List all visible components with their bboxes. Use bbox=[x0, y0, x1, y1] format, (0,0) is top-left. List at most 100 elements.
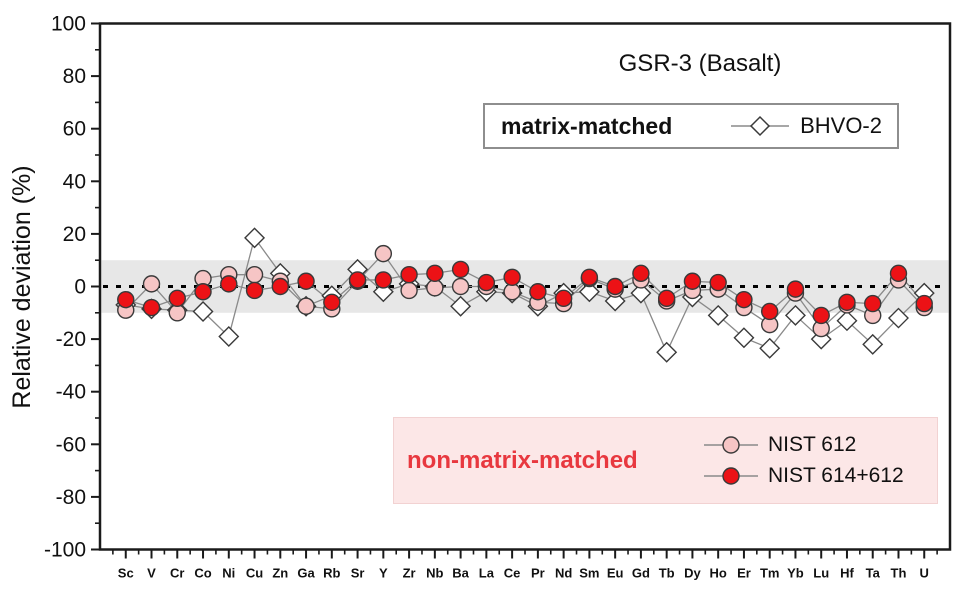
data-point-circle bbox=[142, 275, 161, 293]
plot-frame bbox=[98, 22, 952, 551]
y-axis: 100 80 60 40 20 0 -20 -40 -60 -80 -100 bbox=[44, 13, 100, 562]
data-point-circle bbox=[168, 304, 186, 322]
data-point-circle bbox=[271, 277, 290, 296]
x-tick-label: Co bbox=[194, 566, 211, 581]
data-point-circle bbox=[117, 290, 135, 309]
data-point-circle bbox=[220, 275, 238, 293]
data-point-diamond bbox=[707, 304, 729, 326]
nist-612-circle-icon bbox=[704, 436, 758, 454]
nist-614-612-label: NIST 614+612 bbox=[768, 464, 904, 487]
x-tick-label: Nd bbox=[555, 566, 572, 581]
y-tick-label: 40 bbox=[63, 170, 86, 193]
x-tick-label: Er bbox=[737, 566, 751, 581]
data-point-circle bbox=[915, 294, 933, 313]
data-point-circle bbox=[245, 281, 264, 300]
x-tick-label: Rb bbox=[323, 566, 340, 581]
x-tick-label: Ga bbox=[297, 566, 315, 581]
data-point-circle bbox=[760, 302, 779, 321]
x-tick-label: U bbox=[920, 566, 929, 581]
x-tick-label: Gd bbox=[632, 566, 650, 581]
x-tick-label: Tb bbox=[659, 566, 675, 581]
x-tick-label: Ho bbox=[710, 566, 727, 581]
y-tick-label: -100 bbox=[44, 539, 86, 562]
legend-entry-nist-612: NIST 612 bbox=[703, 433, 911, 457]
data-point-circle bbox=[297, 297, 315, 315]
y-tick-label: 60 bbox=[63, 118, 86, 141]
x-tick-label: Zr bbox=[403, 566, 416, 581]
x-tick-label: Nb bbox=[426, 566, 443, 581]
x-axis: Sc V Cr Co Ni Cu Zn Ga Rb Sr Y Zr Nb Ba La Ce Pr Nd Sm Eu Gd… bbox=[112, 549, 938, 581]
legend-entry-nist-614-612: NIST 614+612 bbox=[703, 464, 911, 488]
non-matrix-matched-label: non-matrix-matched bbox=[407, 446, 638, 474]
x-tick-label: Sm bbox=[579, 566, 599, 581]
data-point-circle bbox=[477, 273, 496, 292]
x-tick-label: Ta bbox=[866, 566, 881, 581]
data-point-diamond bbox=[759, 337, 781, 359]
data-point-circle bbox=[632, 264, 650, 283]
data-point-circle bbox=[400, 265, 418, 284]
data-point-circle bbox=[194, 283, 212, 301]
data-point-circle bbox=[709, 273, 727, 292]
data-point-diamond bbox=[244, 227, 266, 249]
x-tick-label: V bbox=[147, 566, 156, 581]
data-point-circle bbox=[297, 272, 315, 290]
x-tick-label: La bbox=[479, 566, 495, 581]
y-axis-title: Relative deviation (%) bbox=[8, 165, 36, 409]
y-tick-label: -20 bbox=[56, 328, 86, 351]
data-point-circle bbox=[245, 265, 264, 284]
data-point-diamond bbox=[733, 327, 755, 349]
bhvo2-diamond-icon bbox=[731, 115, 790, 137]
nist-612-label: NIST 612 bbox=[768, 433, 857, 456]
data-point-circle bbox=[838, 293, 856, 311]
data-point-circle bbox=[451, 260, 470, 279]
nist-614-612-circle-icon bbox=[704, 467, 758, 485]
data-point-circle bbox=[348, 271, 367, 289]
data-point-circle bbox=[735, 290, 753, 309]
bhvo2-series-label: BHVO-2 bbox=[800, 113, 882, 138]
x-tick-label: Eu bbox=[607, 566, 624, 581]
data-point-circle bbox=[168, 289, 186, 308]
legend-entries: NIST 612 NIST 614+612 bbox=[703, 433, 911, 488]
data-point-circle bbox=[503, 268, 521, 286]
chart-title: GSR-3 (Basalt) bbox=[618, 50, 782, 77]
data-point-circle bbox=[554, 289, 573, 308]
data-point-diamond bbox=[450, 295, 472, 317]
data-point-diamond bbox=[784, 304, 806, 326]
data-point-circle bbox=[503, 283, 521, 301]
x-tick-label: Cu bbox=[246, 566, 263, 581]
data-point-circle bbox=[426, 279, 444, 297]
data-point-circle bbox=[451, 277, 470, 296]
data-point-circle bbox=[606, 277, 624, 296]
data-point-circle bbox=[683, 272, 702, 290]
y-tick-label: 20 bbox=[63, 223, 86, 246]
data-point-circle bbox=[864, 294, 882, 313]
x-tick-label: Cr bbox=[170, 566, 184, 581]
data-point-circle bbox=[657, 289, 676, 308]
y-tick-label: 80 bbox=[63, 65, 86, 88]
x-tick-label: Lu bbox=[813, 566, 829, 581]
data-point-diamond bbox=[630, 282, 652, 304]
data-point-circle bbox=[786, 280, 805, 298]
data-point-diamond bbox=[656, 341, 678, 363]
data-point-circle bbox=[142, 298, 161, 317]
data-point-diamond bbox=[192, 300, 214, 322]
data-point-diamond bbox=[578, 281, 600, 303]
y-tick-label: 0 bbox=[74, 276, 86, 299]
x-tick-label: Ni bbox=[222, 566, 235, 581]
data-point-diamond bbox=[836, 310, 858, 332]
x-tick-label: Yb bbox=[787, 566, 804, 581]
x-tick-label: Hf bbox=[840, 566, 854, 581]
data-point-diamond bbox=[218, 325, 240, 347]
y-tick-label: -80 bbox=[56, 486, 86, 509]
data-point-circle bbox=[529, 283, 547, 301]
data-point-circle bbox=[426, 264, 444, 283]
x-tick-label: Sr bbox=[351, 566, 365, 581]
data-point-circle bbox=[580, 268, 599, 286]
x-tick-label: Ce bbox=[504, 566, 521, 581]
data-point-diamond bbox=[862, 333, 884, 355]
x-tick-label: Zn bbox=[272, 566, 288, 581]
legend-entry-bhvo2: BHVO-2 bbox=[729, 113, 882, 139]
matrix-matched-label: matrix-matched bbox=[501, 112, 673, 139]
